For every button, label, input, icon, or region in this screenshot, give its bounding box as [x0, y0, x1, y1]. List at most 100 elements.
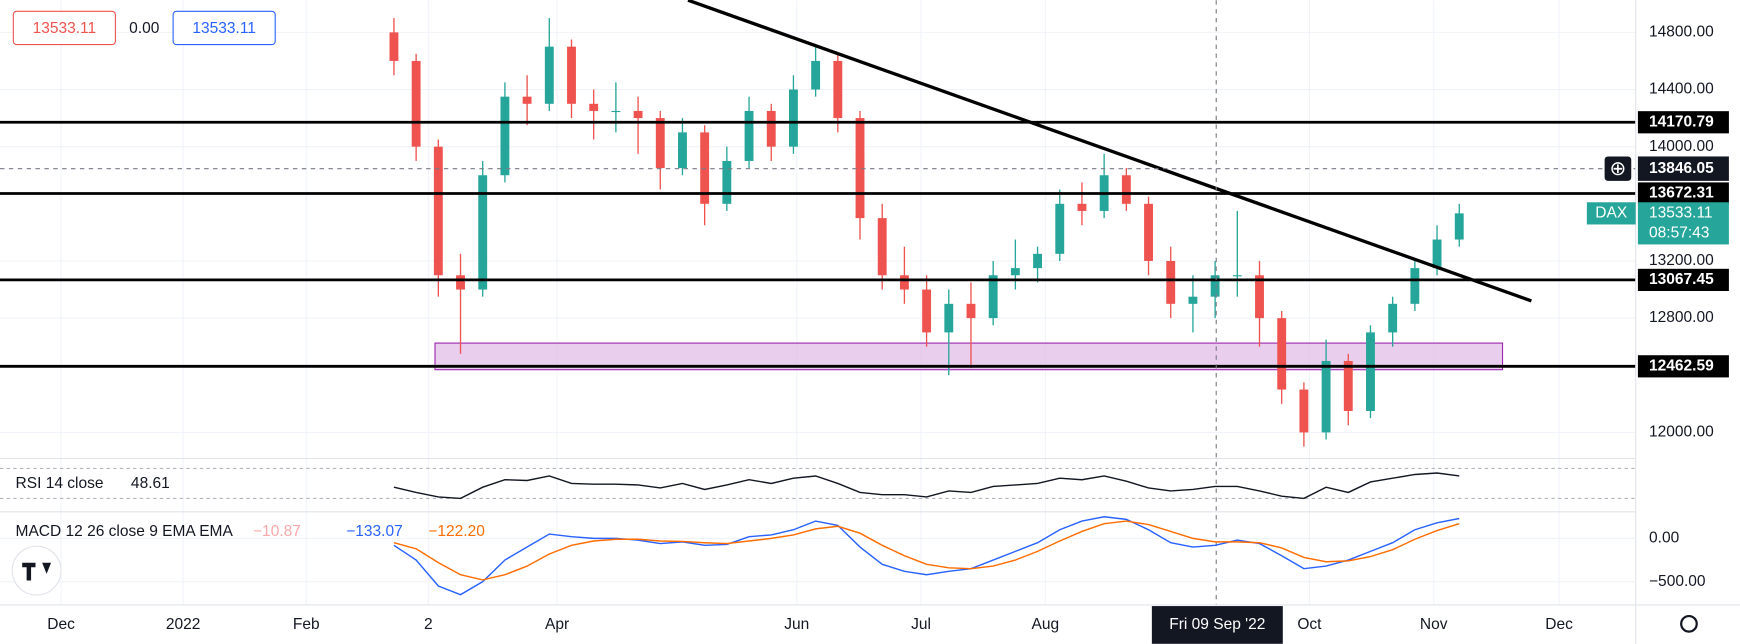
candle-body	[433, 146, 443, 276]
candle-body	[944, 303, 954, 333]
level-label-box	[1637, 355, 1729, 378]
y-tick-label: 14000.00	[1649, 138, 1714, 155]
x-tick-label: 2022	[166, 616, 201, 633]
candle-body	[988, 275, 998, 319]
candle-body	[500, 96, 510, 176]
x-tick-label: Jul	[911, 616, 931, 633]
x-tick-label: Apr	[545, 616, 569, 633]
macd-tick-label: 0.00	[1649, 529, 1680, 546]
candle-body	[855, 118, 865, 219]
trend-line	[687, 0, 1532, 303]
logo-mark	[22, 562, 52, 581]
candle-body	[1410, 268, 1420, 304]
candle-body	[456, 275, 465, 290]
y-tick-label: 12800.00	[1649, 309, 1714, 326]
crosshair-price-box	[1637, 156, 1729, 181]
legend-box	[172, 10, 276, 46]
grid	[0, 0, 1636, 605]
y-tick-label: 12000.00	[1649, 424, 1714, 441]
level-label-box	[1637, 111, 1729, 134]
x-tick-label: Nov	[1420, 616, 1448, 633]
candle-body	[811, 60, 821, 90]
level-label-box	[1637, 268, 1729, 292]
last-price-box	[1637, 202, 1729, 245]
x-tick-label: Dec	[47, 616, 75, 633]
candle-body	[1055, 203, 1065, 254]
candle-body	[788, 89, 798, 147]
candle-body	[1299, 389, 1309, 433]
macd-value: −122.20	[428, 523, 485, 540]
legend-box	[12, 10, 116, 46]
level-label: 12462.59	[1649, 357, 1714, 374]
candle-body	[389, 32, 399, 61]
levels	[0, 120, 1636, 368]
candle-body	[678, 132, 687, 169]
candle-body	[1033, 253, 1043, 269]
candle-body	[1144, 203, 1153, 261]
level-label: 13067.45	[1649, 271, 1714, 288]
candle-body	[1232, 275, 1242, 277]
level-label: 14170.79	[1649, 113, 1714, 130]
candle-body	[766, 110, 776, 147]
candle-body	[1210, 275, 1220, 297]
macd-value: −133.07	[346, 523, 403, 540]
candle-body	[589, 103, 599, 111]
x-tick-label: Dec	[1545, 616, 1573, 633]
candle-body	[1454, 213, 1464, 240]
candle-body	[922, 289, 932, 333]
candle-body	[478, 175, 488, 290]
candle-body	[567, 46, 576, 104]
candle-body	[722, 160, 732, 204]
macd-line	[393, 520, 1460, 581]
candle-body	[1366, 332, 1375, 411]
level-label: 13672.31	[1649, 185, 1714, 202]
candle-body	[744, 110, 754, 161]
rsi-line	[393, 472, 1460, 500]
candle-body	[1188, 296, 1198, 304]
y-tick-label: 13200.00	[1649, 252, 1714, 269]
legend-value: 13533.11	[192, 20, 256, 37]
plus-button[interactable]	[1604, 156, 1632, 181]
symbol-label: DAX	[1595, 204, 1628, 221]
x-tick-label: Aug	[1032, 616, 1060, 633]
settings-icon[interactable]	[1680, 614, 1698, 633]
candle-body	[544, 46, 554, 104]
logo[interactable]	[11, 545, 62, 596]
crosshair-price-label: 13846.05	[1649, 160, 1714, 177]
labels: Dec 2022 Feb 2 Apr Jun Jul Aug Oct Nov Dec 14800.00…	[47, 23, 1729, 644]
level-label-box	[1637, 182, 1729, 205]
crosshair-date-label: Fri 09 Sep '22	[1169, 616, 1265, 633]
candle-body	[1321, 360, 1331, 433]
macd-tick-label: −500.00	[1649, 573, 1706, 590]
candle-body	[899, 275, 909, 290]
symbol-box	[1586, 202, 1636, 225]
candle-body	[877, 218, 887, 276]
candle-body	[633, 110, 643, 119]
candle-body	[1166, 260, 1176, 304]
candle-body	[1077, 203, 1087, 211]
candle-body	[966, 303, 976, 319]
macd-label: MACD 12 26 close 9 EMA EMA	[16, 523, 234, 540]
x-tick-label: Oct	[1297, 616, 1322, 633]
x-tick-label: Feb	[293, 616, 320, 633]
candle-body	[700, 132, 710, 204]
y-tick-label: 14400.00	[1649, 81, 1714, 98]
candles	[389, 18, 1464, 447]
last-price-label: 13533.11	[1649, 204, 1713, 221]
x-tick-label: 2	[424, 616, 433, 633]
candle-body	[655, 118, 665, 169]
indicator-panes: RSI 14 close 48.61 MACD 12 26 close 9 EMA …	[0, 467, 1636, 596]
plus-icon: ⊕	[1610, 158, 1627, 180]
candle-body	[1432, 239, 1442, 269]
y-tick-label: 14800.00	[1649, 23, 1714, 40]
crosshair-date-box	[1151, 606, 1283, 644]
candle-body	[411, 60, 421, 147]
candle-body	[1010, 268, 1020, 276]
rsi-value: 48.61	[131, 475, 170, 492]
candle-body	[1277, 318, 1287, 390]
rsi-label: RSI 14 close	[16, 475, 104, 492]
candle-body	[1388, 303, 1398, 333]
candle-body	[611, 110, 621, 113]
